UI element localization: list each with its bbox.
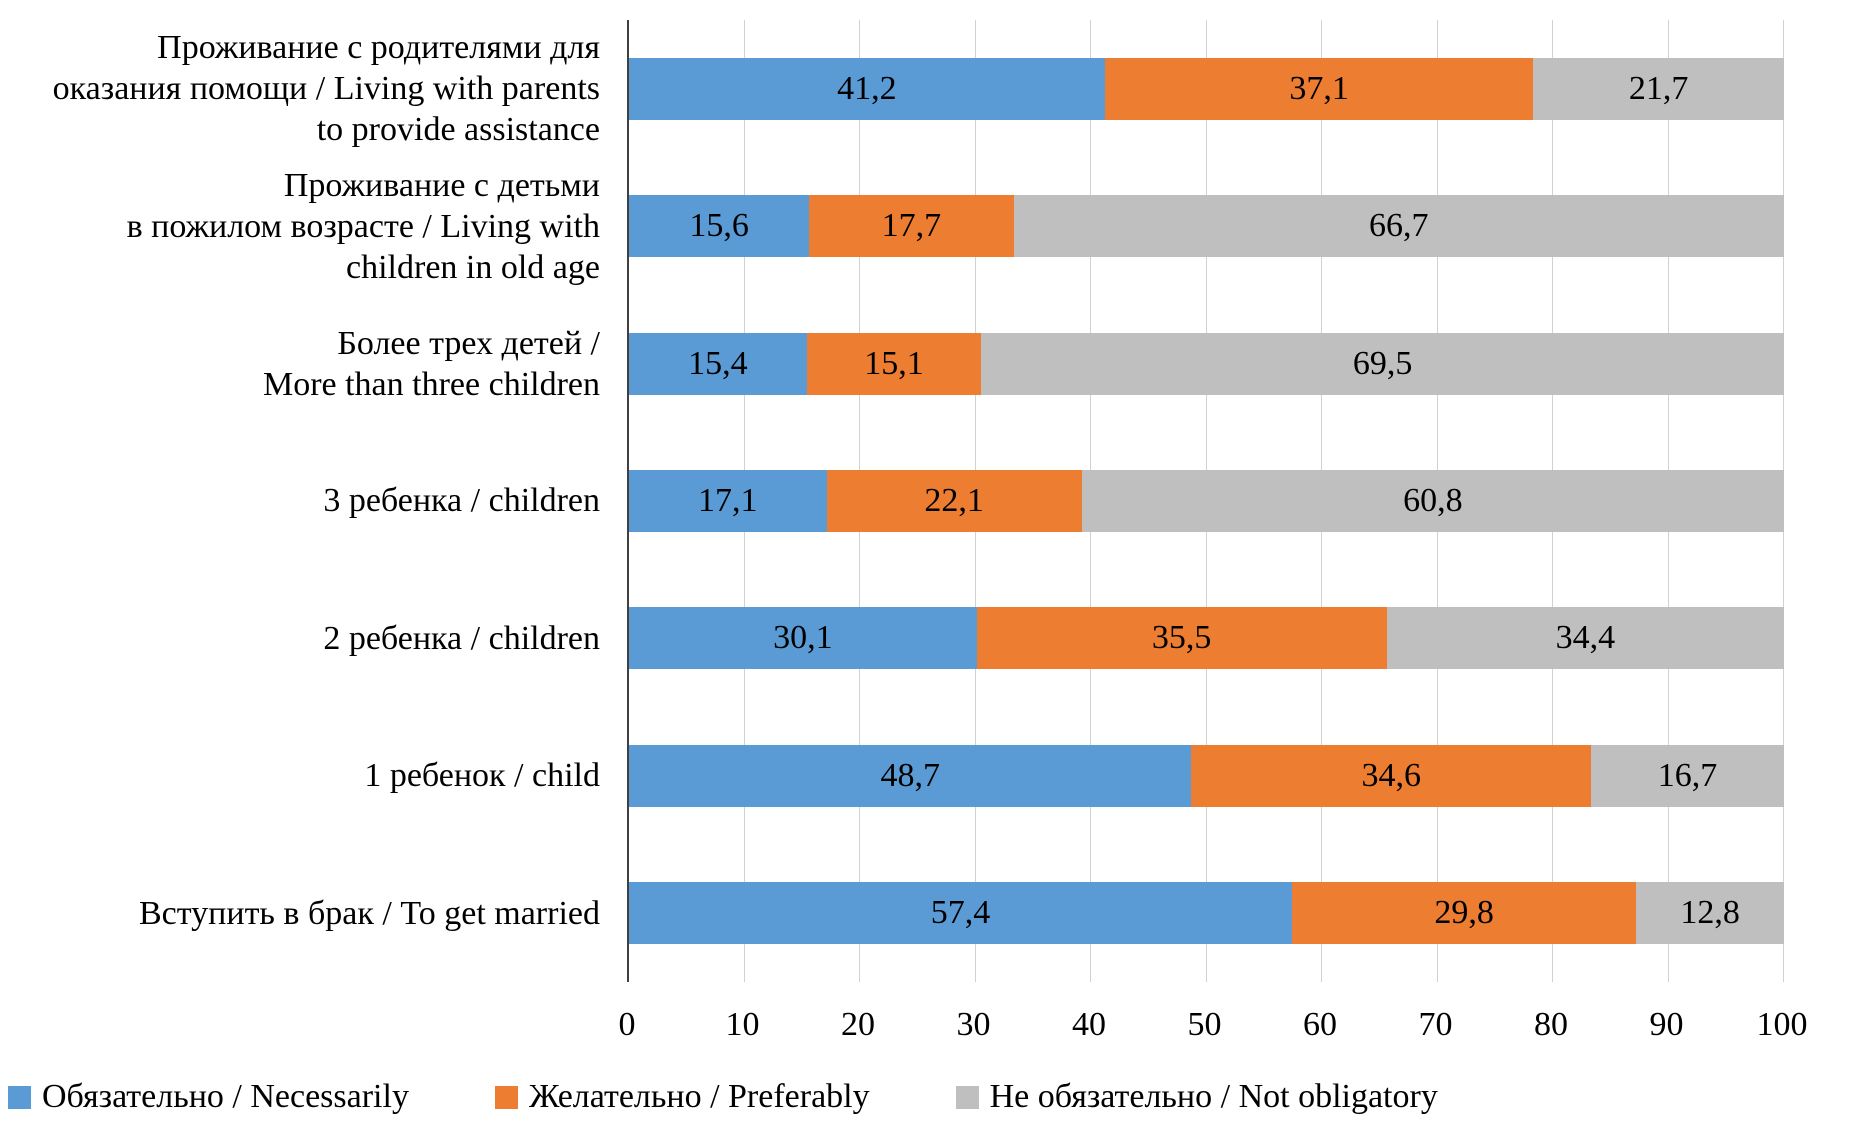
category-label: Проживание с родителями для оказания помо… [52,29,600,149]
legend-item-not-obligatory: Не обязательно / Not obligatory [955,1078,1438,1116]
x-tick-label: 20 [841,1006,875,1043]
bar-segment: 60,8 [1081,469,1784,532]
bar-row: 17,1 22,1 60,8 [629,432,1784,569]
bar-segment: 35,5 [976,607,1387,670]
bar-value-label: 69,5 [1352,344,1413,382]
bar-value-label: 34,4 [1555,619,1616,657]
stacked-bar: 57,4 29,8 12,8 [629,882,1784,945]
stacked-bar: 41,2 37,1 21,7 [629,57,1784,120]
bar-segment: 29,8 [1291,882,1637,945]
x-tick-label: 80 [1534,1006,1568,1043]
x-axis: 0 10 20 30 40 50 60 70 80 90 100 [619,1000,1808,1050]
category-label: Более трех детей / More than three childr… [262,324,600,403]
legend-swatch-not-obligatory [955,1085,979,1109]
stacked-bar: 17,1 22,1 60,8 [629,469,1784,532]
category-label: 2 ребенка / children [323,619,600,657]
bar-value-label: 66,7 [1369,207,1429,245]
bar-segment: 34,4 [1386,607,1784,670]
bar-row: 30,1 35,5 34,4 [629,570,1784,707]
bar-value-label: 12,8 [1680,894,1740,932]
legend: Обязательно / Necessarily Желательно / P… [8,1070,1438,1124]
category-label: 3 ребенка / children [323,482,600,520]
bar-row: 57,4 29,8 12,8 [629,845,1784,982]
bar-segment: 37,1 [1104,57,1534,120]
bar-value-label: 17,7 [881,207,942,245]
bar-value-label: 15,6 [689,207,749,245]
bar-segment: 17,1 [629,469,827,532]
legend-label-not-obligatory: Не обязательно / Not obligatory [989,1078,1438,1115]
bar-row: 15,6 17,7 66,7 [629,157,1784,294]
bar-row: 41,2 37,1 21,7 [629,20,1784,157]
bar-value-label: 30,1 [773,619,833,657]
x-tick-label: 50 [1187,1006,1222,1043]
bar-value-label: 15,1 [864,344,924,382]
legend-item-preferably: Желательно / Preferably [494,1078,870,1116]
bar-segment: 17,7 [809,195,1014,258]
bar-segment: 57,4 [629,882,1292,945]
bar-segment: 15,1 [806,332,982,395]
category-labels: Проживание с родителями для оказания помо… [0,20,600,982]
bar-segment: 48,7 [629,744,1192,807]
x-tick-label: 0 [618,1006,636,1043]
stacked-bar: 15,6 17,7 66,7 [629,195,1784,258]
bar-value-label: 60,8 [1403,481,1463,519]
x-tick-label: 40 [1072,1006,1106,1043]
stacked-bar: 30,1 35,5 34,4 [629,607,1784,670]
legend-label-necessarily: Обязательно / Necessarily [42,1078,409,1115]
plot-area: 41,2 37,1 21,7 15,6 17,7 66,7 15,4 15,1 69,5 17,1… [627,20,1784,982]
bar-segment: 22,1 [826,469,1082,532]
bar-value-label: 57,4 [930,894,991,932]
x-tick-label: 60 [1303,1006,1337,1043]
category-label: Вступить в брак / To get married [139,894,600,932]
bar-segment: 69,5 [981,332,1784,395]
bar-segment: 66,7 [1013,195,1784,258]
bar-segment: 12,8 [1636,882,1784,945]
bar-row: 15,4 15,1 69,5 [629,295,1784,432]
stacked-bar: 15,4 15,1 69,5 [629,332,1784,395]
bar-segment: 15,4 [629,332,807,395]
bar-value-label: 22,1 [924,481,984,519]
x-tick-label: 90 [1649,1006,1684,1043]
x-tick-label: 30 [956,1006,991,1043]
bar-segment: 16,7 [1591,744,1784,807]
bar-row: 48,7 34,6 16,7 [629,707,1784,844]
category-label: Проживание с детьми в пожилом возрасте / … [126,166,600,286]
bar-value-label: 21,7 [1628,69,1689,107]
bar-segment: 30,1 [629,607,977,670]
legend-swatch-preferably [494,1085,518,1109]
bar-value-label: 48,7 [880,756,940,794]
bar-value-label: 15,4 [688,344,748,382]
stacked-bar: 48,7 34,6 16,7 [629,744,1784,807]
bar-value-label: 17,1 [698,481,758,519]
bar-value-label: 35,5 [1151,619,1212,657]
legend-swatch-necessarily [8,1085,31,1109]
x-tick-label: 100 [1756,1006,1808,1043]
bar-value-label: 37,1 [1289,69,1349,107]
category-label: 1 ребенок / child [364,757,600,795]
bar-segment: 15,6 [629,195,810,258]
x-tick-label: 10 [725,1006,760,1043]
bar-segment: 34,6 [1191,744,1592,807]
legend-label-preferably: Желательно / Preferably [528,1078,870,1115]
bar-value-label: 41,2 [837,69,897,107]
legend-item-necessarily: Обязательно / Necessarily [8,1078,409,1116]
x-tick-label: 70 [1418,1006,1453,1043]
bar-segment: 21,7 [1533,57,1784,120]
bar-value-label: 34,6 [1361,756,1422,794]
bar-value-label: 16,7 [1657,756,1718,794]
bar-segment: 41,2 [629,57,1105,120]
bar-value-label: 29,8 [1434,894,1494,932]
